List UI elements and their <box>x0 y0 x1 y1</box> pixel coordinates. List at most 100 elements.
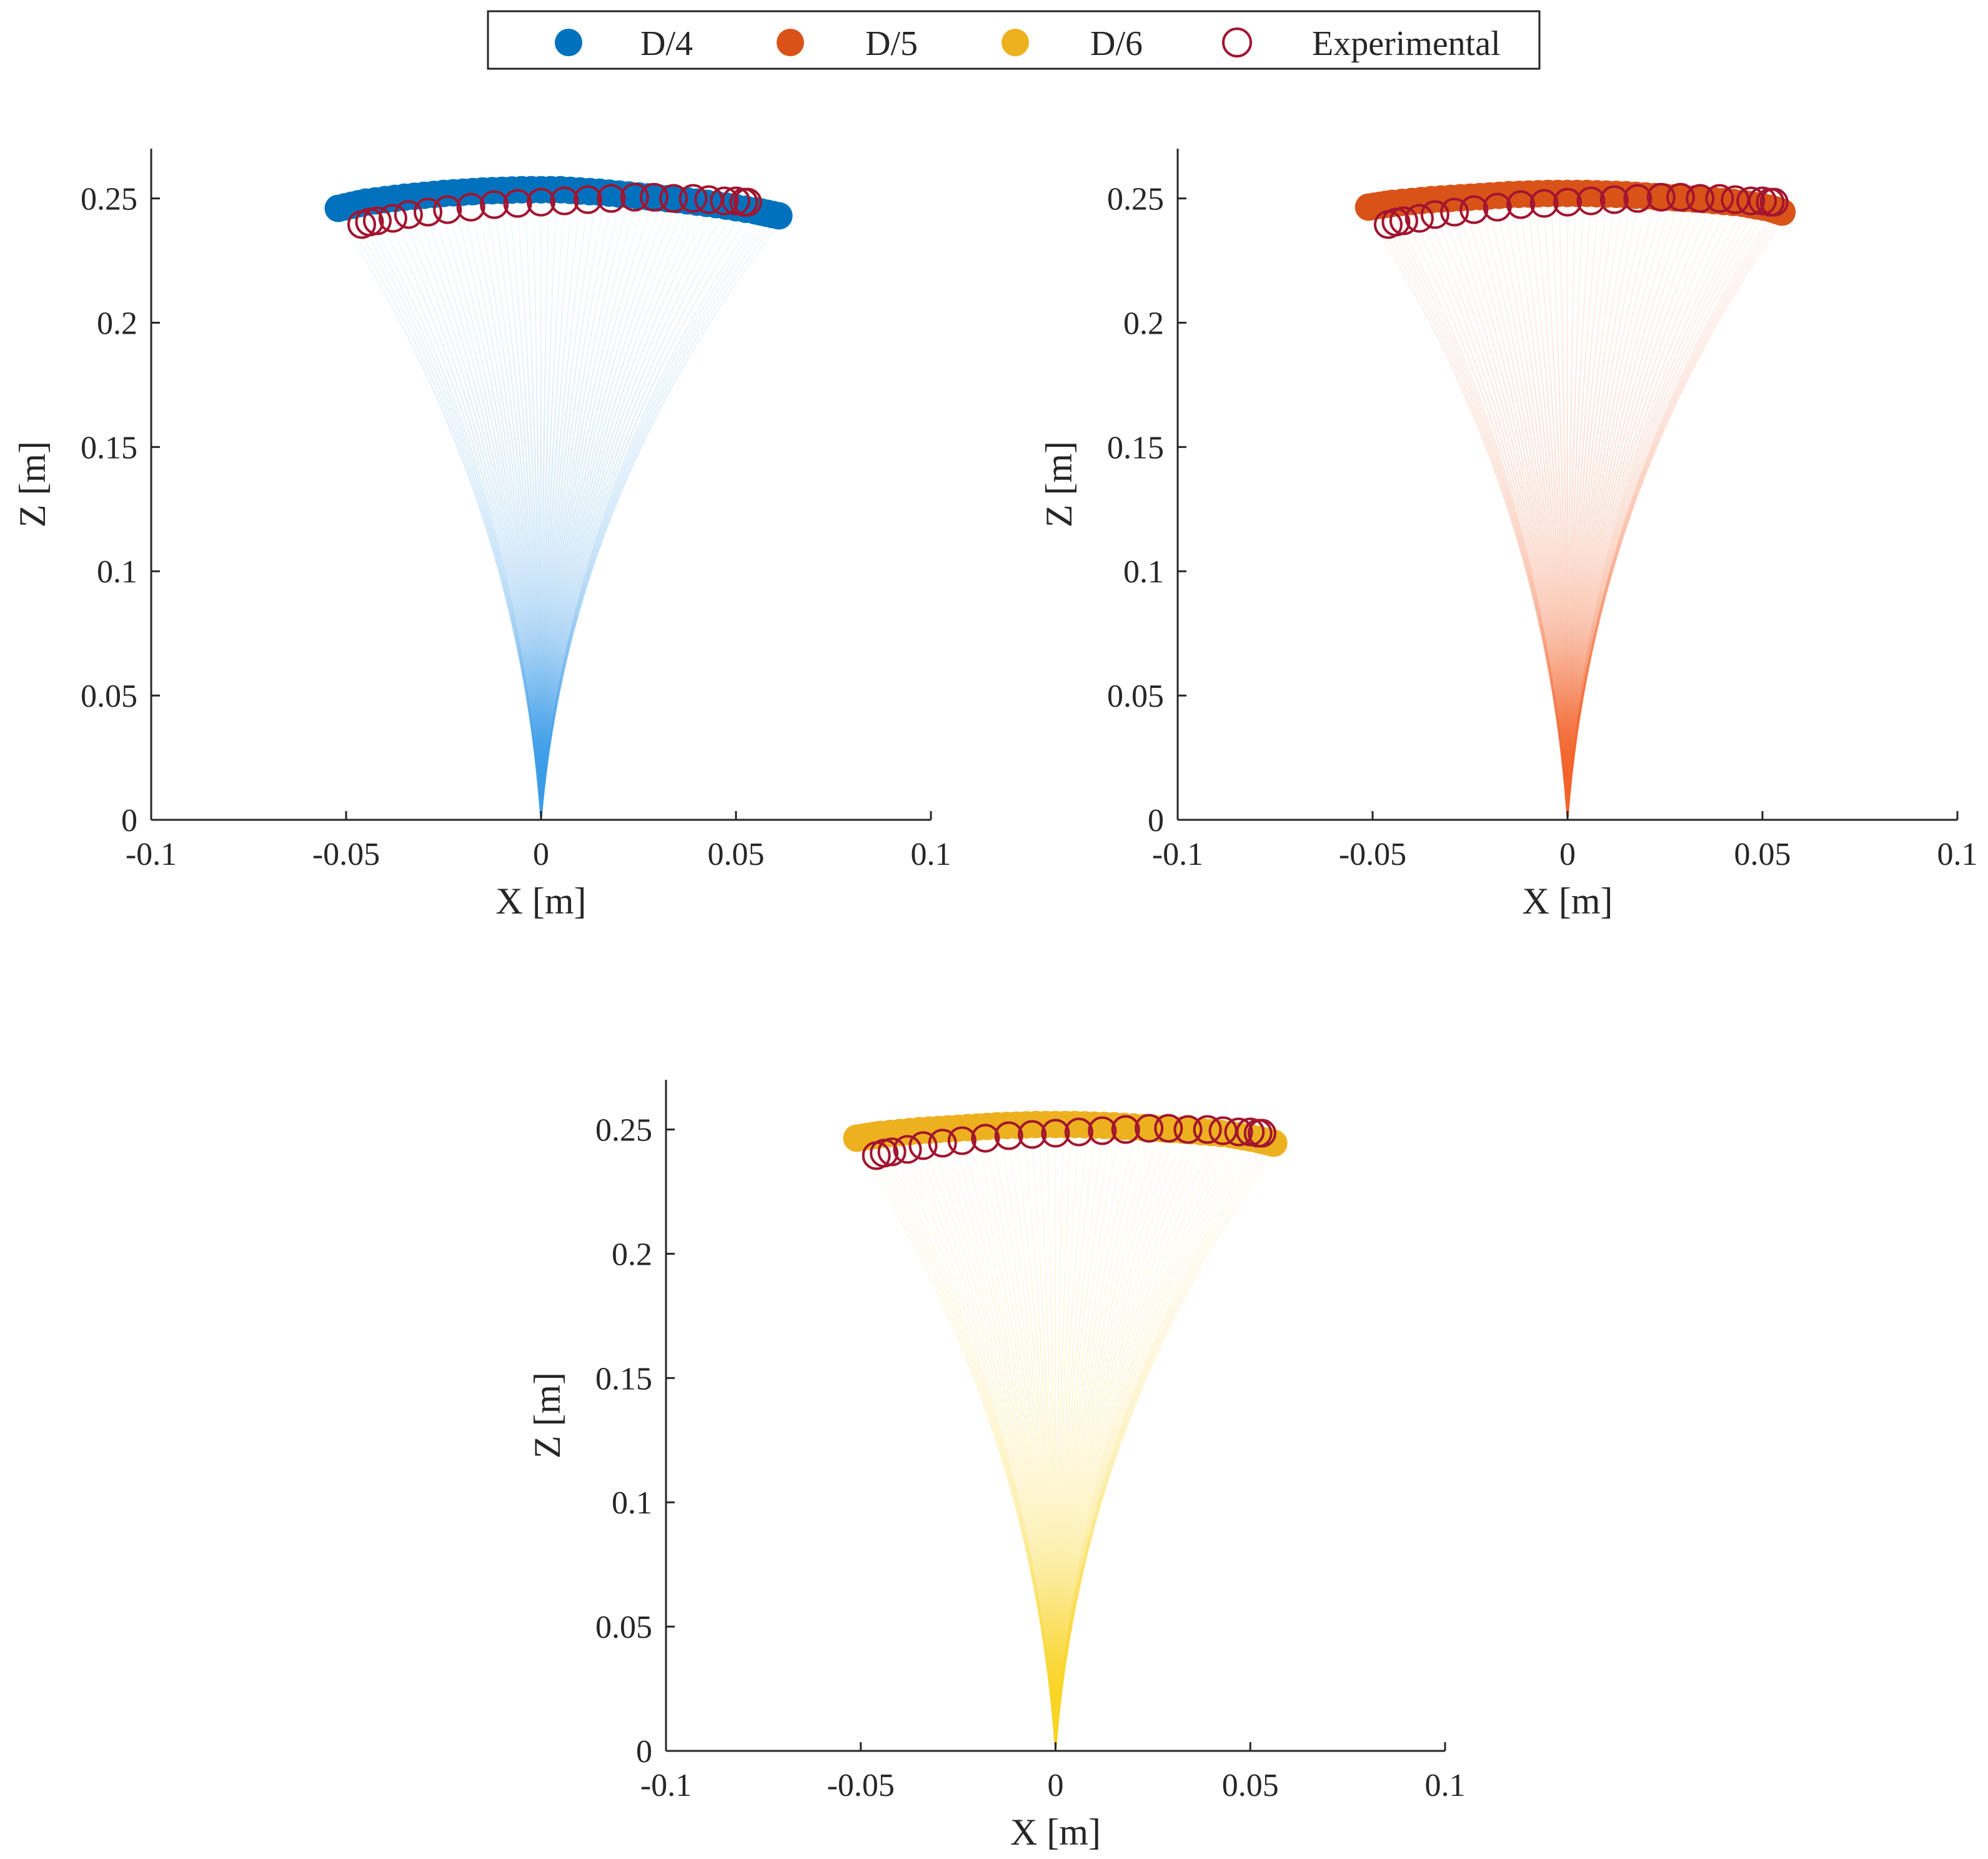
fan-line <box>896 1141 1056 1752</box>
x-tick-label: -0.05 <box>1339 837 1406 872</box>
legend-label-d4: D/4 <box>640 24 693 63</box>
fan-line <box>343 215 542 820</box>
experimental-point <box>620 182 649 212</box>
fan-line <box>540 204 637 820</box>
experimental-point <box>1154 1114 1183 1143</box>
series-experimental-points <box>347 182 762 239</box>
y-tick-label: 0.1 <box>1123 554 1164 590</box>
experimental-point <box>503 189 532 218</box>
x-tick-label: -0.1 <box>640 1768 692 1803</box>
subplot-d4: -0.1 -0.05 0 0.05 0.1 0 0.05 0.1 0.15 0.2 0.25 X [m… <box>12 149 952 922</box>
y-tick-label: 0.15 <box>81 430 137 466</box>
experimental-point <box>378 204 407 233</box>
y-tick-label: 0.2 <box>97 306 137 341</box>
y-tick-label: 0.25 <box>595 1113 652 1149</box>
experimental-point <box>1111 1115 1140 1144</box>
y-tick-label: 0.2 <box>1123 306 1164 341</box>
x-tick-label: 0.05 <box>1222 1768 1279 1803</box>
model-point <box>759 201 787 229</box>
fan-line <box>1055 1151 1275 1752</box>
experimental-point <box>1529 189 1559 218</box>
experimental-point <box>597 184 626 213</box>
experimental-point <box>1247 1119 1276 1148</box>
fan-line <box>1566 208 1711 820</box>
legend-marker-d4 <box>555 29 582 56</box>
experimental-point <box>1224 1117 1253 1147</box>
experimental-point <box>678 184 708 213</box>
experimental-point <box>433 195 462 224</box>
experimental-point <box>639 182 668 212</box>
experimental-point <box>1018 1120 1047 1149</box>
experimental-point <box>1646 182 1676 212</box>
fan-lines-d6 <box>856 1133 1275 1752</box>
fan-lines-d5 <box>1368 202 1783 820</box>
experimental-point <box>1553 187 1582 217</box>
experimental-point <box>394 200 423 229</box>
model-point <box>537 176 565 204</box>
y-tick-label: 0.15 <box>1107 430 1164 466</box>
y-tick-label: 0.1 <box>97 554 137 590</box>
fan-line <box>1423 209 1569 820</box>
experimental-point <box>659 184 688 213</box>
legend-label-experimental: Experimental <box>1312 24 1501 63</box>
experimental-point <box>971 1124 1000 1153</box>
x-axis-label: X [m] <box>496 880 587 922</box>
fan-line <box>1408 210 1569 820</box>
y-tick-label: 0.1 <box>612 1485 652 1521</box>
experimental-point <box>1064 1117 1093 1147</box>
experimental-point <box>947 1126 977 1155</box>
experimental-point <box>527 187 555 217</box>
subplot-d5: -0.1 -0.05 0 0.05 0.1 0 0.05 0.1 0.15 0.2 0.25 X [m… <box>1038 149 1978 922</box>
x-tick-label: 0.1 <box>1425 1768 1466 1803</box>
y-tick-label: 0.05 <box>595 1610 652 1645</box>
x-tick-label: -0.05 <box>827 1768 895 1803</box>
experimental-point <box>893 1135 922 1164</box>
x-tick-label: 0.05 <box>708 837 765 872</box>
experimental-point <box>1041 1119 1070 1148</box>
y-tick-label: 0 <box>1148 803 1164 839</box>
x-tick-label: 0.1 <box>1937 837 1978 872</box>
experimental-point <box>1088 1116 1117 1145</box>
experimental-point <box>550 186 579 216</box>
y-axis-label: Z [m] <box>12 441 53 527</box>
x-axis-label: X [m] <box>1010 1812 1101 1853</box>
axes: -0.1 -0.05 0 0.05 0.1 0 0.05 0.1 0.15 0.2 0.25 X [m… <box>527 1080 1466 1853</box>
experimental-point <box>1135 1114 1164 1143</box>
fan-line <box>1566 216 1765 820</box>
x-tick-label: -0.1 <box>1152 837 1203 872</box>
experimental-point <box>1705 184 1734 213</box>
series-d4-points <box>324 176 793 230</box>
fan-line <box>397 206 542 820</box>
experimental-point <box>480 190 509 219</box>
experimental-point <box>362 206 392 236</box>
y-tick-label: 0.05 <box>81 679 137 714</box>
experimental-point <box>710 186 739 216</box>
fan-line <box>856 1146 1056 1752</box>
fan-line <box>912 1140 1056 1752</box>
experimental-point <box>908 1131 938 1160</box>
model-point <box>1446 184 1474 212</box>
fan-lines-d4 <box>337 198 780 820</box>
fan-line <box>540 224 780 820</box>
experimental-point <box>1193 1115 1222 1144</box>
x-tick-label: -0.05 <box>312 837 380 872</box>
y-tick-label: 0.15 <box>595 1361 652 1397</box>
experimental-point <box>1420 200 1449 229</box>
legend-label-d6: D/6 <box>1090 24 1143 63</box>
y-tick-label: 0.25 <box>1107 182 1164 217</box>
legend-marker-experimental <box>1222 27 1252 57</box>
experimental-point <box>1666 182 1695 212</box>
experimental-point <box>1389 206 1418 236</box>
x-tick-label: 0.05 <box>1734 837 1791 872</box>
y-tick-label: 0 <box>121 803 137 839</box>
fan-line <box>540 216 740 820</box>
y-tick-label: 0 <box>636 1734 652 1770</box>
fan-line <box>1055 1147 1253 1752</box>
y-tick-label: 0.25 <box>81 182 137 217</box>
series-experimental-points <box>862 1114 1276 1170</box>
experimental-point <box>456 192 485 222</box>
x-axis-label: X [m] <box>1523 880 1613 922</box>
axes: -0.1 -0.05 0 0.05 0.1 0 0.05 0.1 0.15 0.2 0.25 X [m… <box>12 149 952 922</box>
fan-line <box>1055 1139 1199 1752</box>
experimental-point <box>1599 185 1629 214</box>
